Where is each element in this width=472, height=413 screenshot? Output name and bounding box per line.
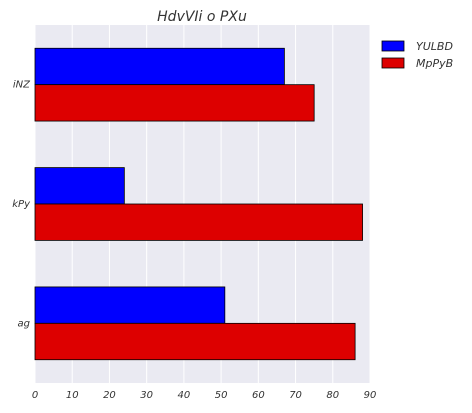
x-tick-label: 90 bbox=[364, 390, 377, 401]
x-tick-label: 40 bbox=[178, 390, 191, 401]
x-tick-label: 70 bbox=[289, 390, 302, 401]
bar-MpPyB-iNZ bbox=[34, 84, 315, 122]
x-tick-label: 10 bbox=[66, 390, 79, 401]
bar-YULBD-kPy bbox=[34, 167, 125, 205]
legend-label: MpPyB bbox=[416, 57, 453, 70]
y-tick-label: kPy bbox=[12, 199, 31, 210]
x-tick-label: 60 bbox=[252, 390, 265, 401]
x-tick-labels: 0 10 20 30 40 50 60 70 80 90 bbox=[32, 390, 377, 401]
legend-label: YULBD bbox=[416, 40, 453, 53]
x-tick-label: 30 bbox=[140, 390, 153, 401]
bar-YULBD-iNZ bbox=[34, 47, 285, 86]
legend: YULBD MpPyB bbox=[381, 40, 453, 70]
legend-swatch bbox=[381, 40, 405, 52]
legend-swatch bbox=[381, 57, 405, 69]
y-tick-labels: iNZ kPy ag bbox=[12, 80, 31, 330]
bar-YULBD-ag bbox=[34, 286, 226, 324]
x-tick-label: 50 bbox=[215, 390, 228, 401]
x-tick-label: 0 bbox=[32, 390, 38, 401]
y-tick-label: ag bbox=[18, 318, 30, 329]
bars-group bbox=[34, 47, 363, 361]
y-tick-label: iNZ bbox=[13, 80, 31, 91]
bar-MpPyB-ag bbox=[34, 322, 356, 361]
chart-title: HdvVIi o PXu bbox=[157, 9, 247, 25]
bar-MpPyB-kPy bbox=[34, 203, 363, 241]
x-tick-label: 80 bbox=[326, 390, 339, 401]
x-tick-label: 20 bbox=[103, 390, 116, 401]
